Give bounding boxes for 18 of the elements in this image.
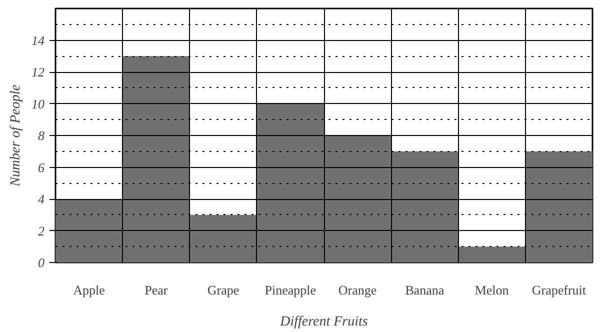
y-axis-title: Number of People xyxy=(8,84,24,188)
x-axis-title: Different Fruits xyxy=(279,314,368,330)
y-tick-label: 14 xyxy=(32,32,45,48)
y-tick-label: 4 xyxy=(38,192,45,206)
x-tick-label: Melon xyxy=(474,282,510,298)
y-tick-label: 8 xyxy=(38,128,45,143)
x-tick-label: Grape xyxy=(207,282,240,298)
x-tick-label: Orange xyxy=(338,282,377,298)
y-tick-label: 12 xyxy=(32,64,45,80)
x-tick-label: Apple xyxy=(73,282,106,298)
x-tick-label: Banana xyxy=(405,282,444,298)
x-tick-label: Pineapple xyxy=(264,282,316,298)
x-tick-label: Grapefruit xyxy=(532,282,586,298)
y-tick-label: 10 xyxy=(32,96,45,112)
y-tick-label: 0 xyxy=(38,255,45,270)
y-tick-label: 2 xyxy=(38,223,45,238)
y-tick-label: 6 xyxy=(38,160,45,175)
x-tick-label: Pear xyxy=(144,282,168,298)
